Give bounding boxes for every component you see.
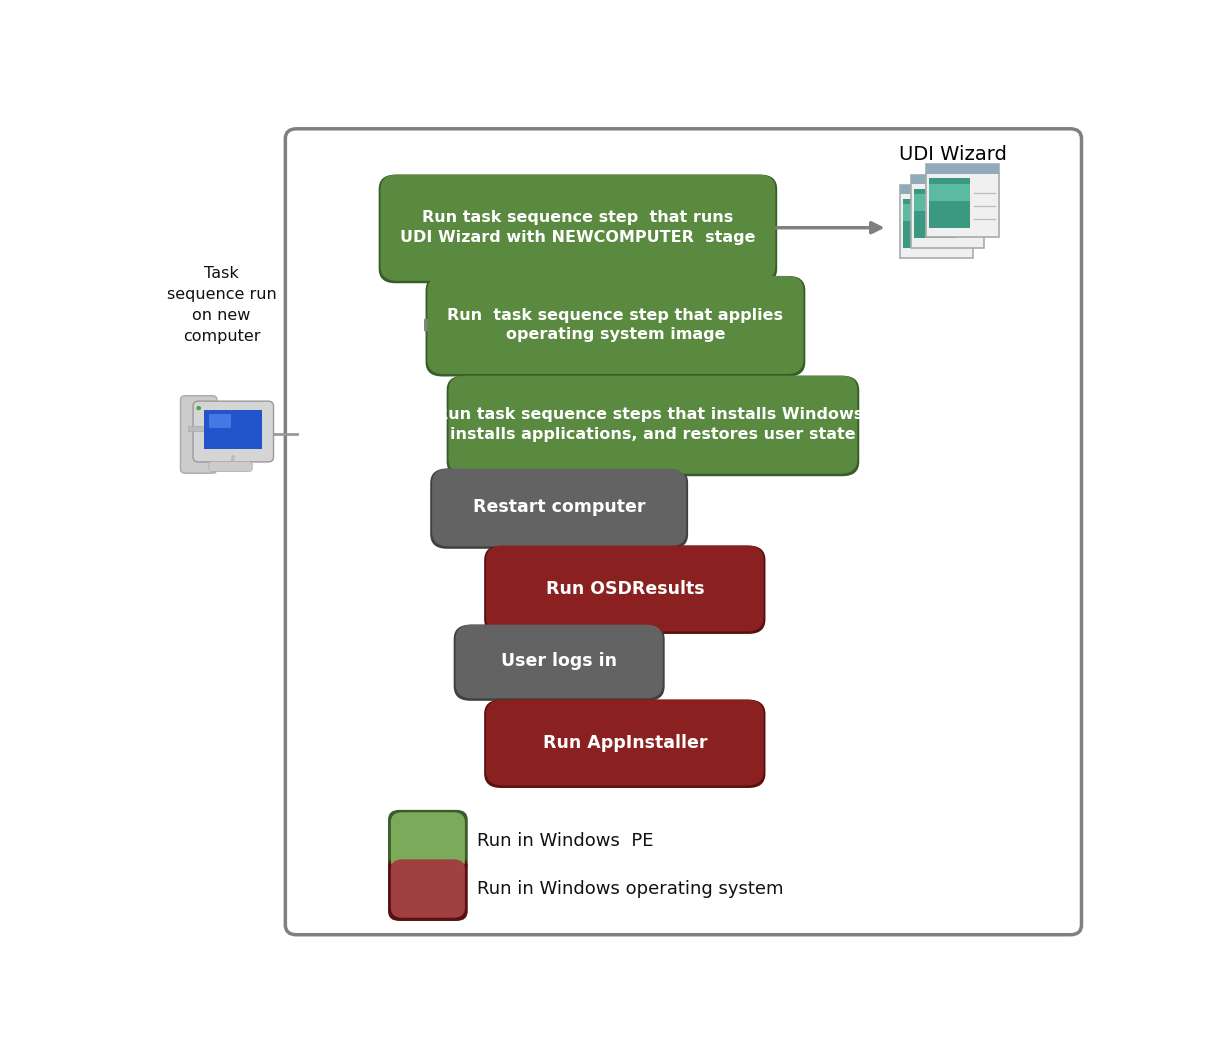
Circle shape	[197, 406, 201, 410]
FancyBboxPatch shape	[388, 857, 468, 921]
Text: Restart computer: Restart computer	[473, 498, 645, 516]
FancyBboxPatch shape	[926, 164, 999, 237]
FancyBboxPatch shape	[454, 624, 664, 701]
FancyBboxPatch shape	[914, 194, 955, 212]
Text: UDI Wizard: UDI Wizard	[899, 145, 1007, 164]
FancyBboxPatch shape	[194, 401, 273, 462]
FancyBboxPatch shape	[899, 184, 973, 194]
FancyBboxPatch shape	[380, 175, 776, 281]
FancyBboxPatch shape	[911, 175, 984, 249]
FancyBboxPatch shape	[431, 469, 688, 549]
FancyBboxPatch shape	[180, 396, 217, 473]
FancyBboxPatch shape	[426, 276, 806, 377]
FancyBboxPatch shape	[899, 184, 973, 258]
FancyBboxPatch shape	[929, 183, 969, 201]
FancyBboxPatch shape	[204, 410, 263, 450]
FancyBboxPatch shape	[209, 415, 231, 428]
Text: Run AppInstaller: Run AppInstaller	[542, 734, 707, 752]
FancyBboxPatch shape	[427, 276, 803, 374]
FancyBboxPatch shape	[486, 545, 764, 632]
Text: Run task sequence step  that runs
UDI Wizard with NEWCOMPUTER  stage: Run task sequence step that runs UDI Wiz…	[401, 211, 756, 245]
FancyBboxPatch shape	[379, 175, 777, 283]
FancyBboxPatch shape	[903, 204, 944, 221]
Text: Run OSDResults: Run OSDResults	[546, 579, 704, 597]
FancyBboxPatch shape	[903, 199, 944, 249]
FancyBboxPatch shape	[446, 376, 859, 476]
FancyBboxPatch shape	[209, 461, 252, 472]
FancyBboxPatch shape	[455, 624, 663, 698]
FancyBboxPatch shape	[391, 812, 465, 871]
FancyBboxPatch shape	[484, 545, 766, 634]
Text: Run in Windows operating system: Run in Windows operating system	[477, 879, 784, 897]
Text: Run task sequence steps that installs Windows,
installs applications, and restor: Run task sequence steps that installs Wi…	[437, 408, 870, 442]
FancyBboxPatch shape	[391, 859, 465, 918]
Text: Task
sequence run
on new
computer: Task sequence run on new computer	[167, 265, 276, 343]
Text: Run  task sequence step that applies
operating system image: Run task sequence step that applies oper…	[448, 307, 783, 342]
FancyBboxPatch shape	[432, 469, 686, 547]
FancyBboxPatch shape	[911, 175, 984, 184]
FancyBboxPatch shape	[914, 188, 955, 238]
FancyBboxPatch shape	[486, 699, 764, 786]
FancyBboxPatch shape	[449, 376, 858, 474]
FancyBboxPatch shape	[188, 426, 209, 431]
Text: Run in Windows  PE: Run in Windows PE	[477, 833, 653, 851]
FancyBboxPatch shape	[484, 699, 766, 788]
FancyBboxPatch shape	[388, 810, 468, 874]
FancyBboxPatch shape	[286, 128, 1082, 935]
FancyBboxPatch shape	[926, 164, 999, 174]
FancyBboxPatch shape	[929, 178, 969, 227]
Text: User logs in: User logs in	[501, 653, 617, 671]
